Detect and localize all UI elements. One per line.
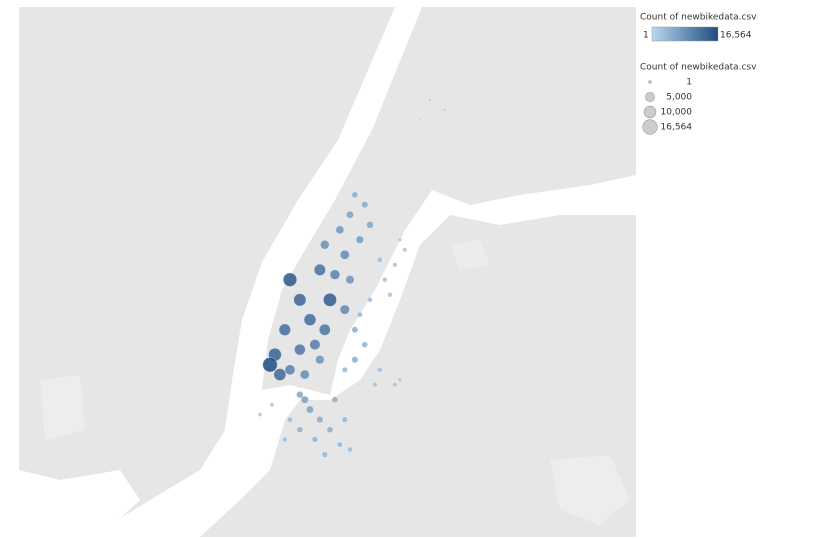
bubble [347, 446, 353, 453]
size-legend: 1 5,000 10,000 16,564 [642, 78, 693, 135]
bubble [278, 323, 291, 336]
bubble [315, 355, 325, 365]
bubble [366, 221, 374, 229]
bubble [397, 377, 403, 382]
color-legend-max: 16,564 [720, 31, 752, 41]
bubble [428, 98, 432, 102]
size-legend-title: Count of newbikedata.csv [640, 63, 757, 73]
bubble [387, 292, 393, 298]
bubble [331, 396, 339, 403]
bubble [294, 344, 306, 356]
bubble [372, 382, 378, 388]
bubble [418, 118, 422, 122]
basemap [19, 7, 636, 537]
bubble [309, 339, 321, 350]
bubble [397, 237, 402, 242]
bubble [392, 382, 398, 388]
bubble [257, 412, 262, 417]
size-legend-mark [648, 80, 652, 84]
bubble [323, 293, 337, 307]
bubble [303, 313, 317, 326]
bubble [329, 269, 340, 280]
bubble [335, 225, 345, 235]
size-legend-label: 5,000 [666, 93, 692, 103]
size-legend-mark [645, 92, 655, 102]
bubble [361, 341, 368, 348]
bubble [355, 235, 364, 244]
bubble [377, 367, 383, 373]
size-legend-label: 1 [686, 78, 692, 88]
bubble [340, 250, 350, 260]
bubble [293, 293, 307, 307]
bubble [336, 441, 343, 448]
size-legend-mark [643, 105, 657, 119]
bubble [351, 356, 359, 364]
bubble [321, 451, 328, 458]
size-legend-mark [642, 119, 658, 135]
bubble [402, 247, 408, 252]
bubble [313, 264, 326, 276]
bubble [382, 277, 388, 283]
bubble [351, 191, 359, 199]
bubble [287, 416, 293, 423]
color-legend-title: Count of newbikedata.csv [640, 13, 757, 23]
bubble [339, 304, 350, 315]
bubble [357, 311, 363, 318]
bubble [282, 436, 288, 443]
bubble [367, 297, 373, 303]
bubble [296, 391, 304, 399]
bubble [296, 426, 303, 433]
bubble [300, 369, 310, 380]
bubble [284, 364, 296, 375]
bubble [351, 326, 359, 334]
bubble [341, 366, 348, 373]
bubble [361, 201, 369, 209]
bubble [300, 395, 309, 404]
bubble [326, 426, 334, 433]
bubble [269, 402, 275, 408]
bubble [316, 416, 324, 424]
bubble [443, 108, 447, 112]
bubble [320, 240, 330, 250]
color-legend-ramp [651, 26, 719, 42]
bubble [319, 324, 331, 336]
bubbles [257, 98, 447, 458]
bubble [392, 262, 398, 268]
bubble [283, 272, 297, 287]
bubble [262, 357, 278, 373]
bubble [346, 210, 354, 219]
bubble [311, 436, 318, 443]
bubble [341, 416, 348, 423]
bubble [345, 275, 355, 285]
bubble [306, 405, 314, 414]
color-legend-min: 1 [643, 31, 649, 41]
bubble [273, 368, 287, 381]
bubble [377, 257, 383, 263]
size-legend-label: 16,564 [661, 123, 693, 133]
size-legend-label: 10,000 [661, 108, 693, 118]
